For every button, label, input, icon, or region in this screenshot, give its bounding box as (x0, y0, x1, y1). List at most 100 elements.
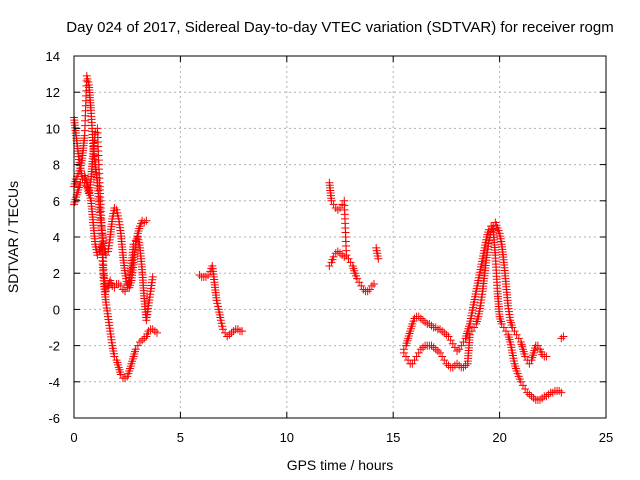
data-point (329, 200, 338, 209)
data-point (525, 359, 534, 368)
data-point (444, 332, 453, 341)
y-tick-label: 14 (46, 49, 60, 64)
data-point (470, 323, 479, 332)
data-point (329, 252, 338, 261)
data-point (538, 350, 547, 359)
x-axis-label: GPS time / hours (287, 457, 394, 473)
data-point (233, 325, 242, 334)
data-point (131, 345, 140, 354)
data-point (425, 319, 434, 328)
data-point (129, 240, 138, 249)
data-point (140, 218, 149, 227)
data-point (408, 359, 417, 368)
data-point (499, 323, 508, 332)
y-tick-label: 6 (53, 194, 60, 209)
data-point (355, 278, 364, 287)
data-point (438, 327, 447, 336)
data-point (344, 254, 353, 263)
data-point (412, 352, 421, 361)
data-point (325, 261, 334, 270)
data-point (459, 337, 468, 346)
data-point (544, 390, 553, 399)
data-point (436, 325, 445, 334)
data-point (416, 314, 425, 323)
data-point (346, 258, 355, 267)
data-point (429, 343, 438, 352)
data-point (135, 337, 144, 346)
data-point (497, 319, 506, 328)
data-point (455, 345, 464, 354)
data-point (489, 222, 498, 231)
data-point (453, 359, 462, 368)
y-tick-label: 8 (53, 158, 60, 173)
data-point (501, 327, 510, 336)
data-point (453, 347, 462, 356)
data-point (363, 287, 372, 296)
data-point (201, 272, 210, 281)
data-point (538, 394, 547, 403)
data-point (333, 205, 342, 214)
series-arc-i (399, 218, 551, 372)
data-point (533, 341, 542, 350)
data-point (431, 345, 440, 354)
data-point (516, 377, 525, 386)
data-point (204, 271, 213, 280)
x-tick-label: 0 (70, 430, 77, 445)
data-point (523, 388, 532, 397)
y-tick-label: -4 (48, 375, 60, 390)
data-point (227, 328, 236, 337)
data-point (327, 196, 336, 205)
data-point (521, 352, 530, 361)
data-point (440, 328, 449, 337)
data-point (510, 327, 519, 336)
data-point (536, 395, 545, 404)
series-arc-h (399, 222, 566, 404)
data-point (446, 336, 455, 345)
x-tick-label: 20 (492, 430, 506, 445)
data-point (110, 283, 119, 292)
chart-title: Day 024 of 2017, Sidereal Day-to-day VTE… (66, 19, 613, 36)
data-point (374, 254, 383, 263)
data-point (225, 330, 234, 339)
data-point (116, 370, 125, 379)
y-tick-label: 2 (53, 266, 60, 281)
data-point (121, 287, 130, 296)
y-tick-label: 0 (53, 302, 60, 317)
data-point (357, 281, 366, 290)
data-point (512, 330, 521, 339)
data-point (108, 281, 117, 290)
data-point (459, 363, 468, 372)
data-point (557, 334, 566, 343)
series-arc-f (325, 247, 349, 270)
data-point (367, 281, 376, 290)
y-axis-label: SDTVAR / TECUs (5, 181, 21, 293)
data-point (336, 249, 344, 258)
data-point (365, 285, 374, 294)
x-tick-label: 5 (177, 430, 184, 445)
data-point (442, 330, 451, 339)
data-point (461, 361, 470, 370)
x-tick-label: 25 (599, 430, 613, 445)
data-point (336, 204, 344, 213)
data-point (421, 318, 430, 327)
data-point (433, 347, 442, 356)
data-point (542, 392, 551, 401)
data-point (467, 327, 476, 336)
data-point (121, 374, 130, 383)
data-point (559, 332, 568, 341)
data-point (529, 394, 538, 403)
data-point (399, 348, 408, 357)
data-point (142, 216, 151, 225)
x-tick-label: 10 (280, 430, 294, 445)
data-point (525, 390, 534, 399)
data-point (427, 321, 436, 330)
data-point (118, 285, 127, 294)
data-point (148, 272, 157, 281)
data-point (370, 280, 379, 289)
data-point (150, 327, 159, 336)
data-point (138, 336, 147, 345)
data-point (438, 352, 447, 361)
data-point (427, 341, 436, 350)
data-point (133, 341, 142, 350)
